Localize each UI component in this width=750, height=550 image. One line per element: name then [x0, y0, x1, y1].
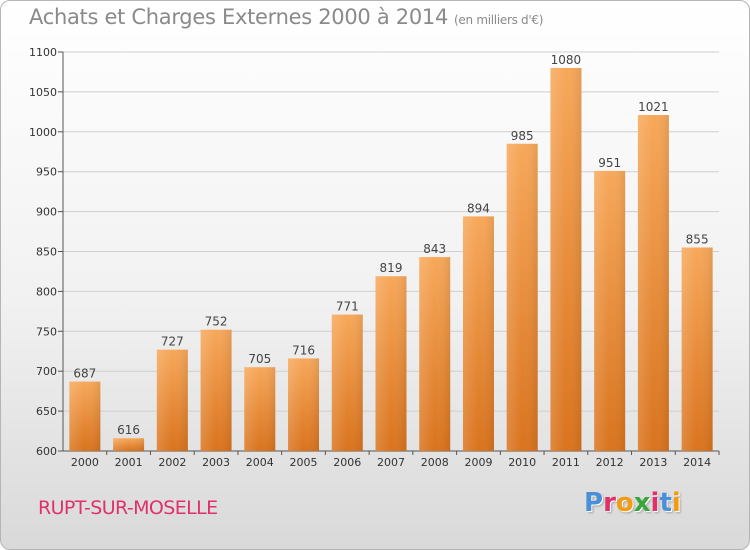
y-tick-label-650: 650 [36, 405, 57, 418]
x-tick-label-2005: 2005 [290, 456, 318, 469]
value-label-2008: 843 [423, 242, 446, 256]
bar-shine-2001 [113, 438, 145, 451]
bar-shine-2007 [375, 276, 407, 451]
bar-shine-2002 [156, 349, 188, 451]
value-label-2007: 819 [380, 261, 403, 275]
value-label-2011: 1080 [551, 53, 582, 67]
y-tick-label-850: 850 [36, 246, 57, 259]
bar-shine-2008 [419, 257, 451, 451]
value-label-2014: 855 [686, 233, 709, 247]
bar-shine-2005 [288, 358, 320, 451]
value-label-2012: 951 [598, 156, 621, 170]
logo-letter: t [659, 488, 672, 518]
y-tick-label-1000: 1000 [29, 126, 57, 139]
logo-letter: x [633, 488, 651, 518]
place-name: RUPT-SUR-MOSELLE [38, 497, 218, 519]
x-tick-label-2009: 2009 [464, 456, 492, 469]
value-label-2002: 727 [161, 335, 184, 349]
y-tick-label-950: 950 [36, 166, 57, 179]
x-tick-label-2004: 2004 [246, 456, 274, 469]
y-tick-label-1050: 1050 [29, 86, 57, 99]
y-tick-label-700: 700 [36, 365, 57, 378]
bar-shine-2009 [462, 216, 494, 451]
x-tick-label-2014: 2014 [683, 456, 711, 469]
value-label-2000: 687 [73, 367, 96, 381]
bar-shine-2014 [681, 247, 713, 451]
chart-subtitle: (en milliers d'€) [454, 13, 544, 27]
x-tick-label-2002: 2002 [158, 456, 186, 469]
y-tick-label-600: 600 [36, 445, 57, 458]
value-label-2013: 1021 [638, 100, 669, 114]
proxiti-logo: Proxiti [584, 488, 681, 518]
x-tick-label-2008: 2008 [421, 456, 449, 469]
x-tick-label-2010: 2010 [508, 456, 536, 469]
bars [69, 67, 713, 452]
value-label-2001: 616 [117, 423, 140, 437]
logo-letter: r [603, 488, 616, 518]
bar-shine-2010 [506, 143, 538, 451]
bar-shine-2011 [550, 67, 582, 452]
x-tick-label-2012: 2012 [596, 456, 624, 469]
value-label-2003: 752 [205, 315, 228, 329]
value-label-2006: 771 [336, 300, 359, 314]
value-label-2010: 985 [511, 129, 534, 143]
value-label-2009: 894 [467, 201, 490, 215]
logo-letter: i [650, 488, 660, 518]
x-tick-label-2001: 2001 [115, 456, 143, 469]
bar-shine-2012 [594, 170, 626, 452]
value-label-2005: 716 [292, 343, 315, 357]
x-tick-label-2000: 2000 [71, 456, 99, 469]
logo-letter: P [584, 488, 604, 518]
bar-shine-2006 [331, 314, 363, 451]
logo-letter: i [671, 488, 681, 518]
title-text: Achats et Charges Externes 2000 à 2014 [29, 5, 449, 29]
y-tick-label-900: 900 [36, 206, 57, 219]
bar-shine-2013 [637, 115, 669, 452]
x-tick-label-2007: 2007 [377, 456, 405, 469]
value-label-2004: 705 [248, 352, 271, 366]
logo-letter: o [615, 488, 634, 518]
y-tick-label-1100: 1100 [29, 46, 57, 59]
bar-shine-2003 [200, 329, 232, 451]
chart-title: Achats et Charges Externes 2000 à 2014 (e… [29, 5, 543, 29]
y-tick-label-750: 750 [36, 325, 57, 338]
bar-shine-2004 [244, 367, 276, 451]
value-labels: 687 616 727 752 705 716 771 819 843 894 985 1080 951… [73, 53, 708, 437]
x-tick-label-2003: 2003 [202, 456, 230, 469]
x-tick-label-2006: 2006 [333, 456, 361, 469]
y-tick-label-800: 800 [36, 285, 57, 298]
bar-shine-2000 [69, 381, 101, 451]
x-tick-label-2013: 2013 [639, 456, 667, 469]
x-tick-label-2011: 2011 [552, 456, 580, 469]
